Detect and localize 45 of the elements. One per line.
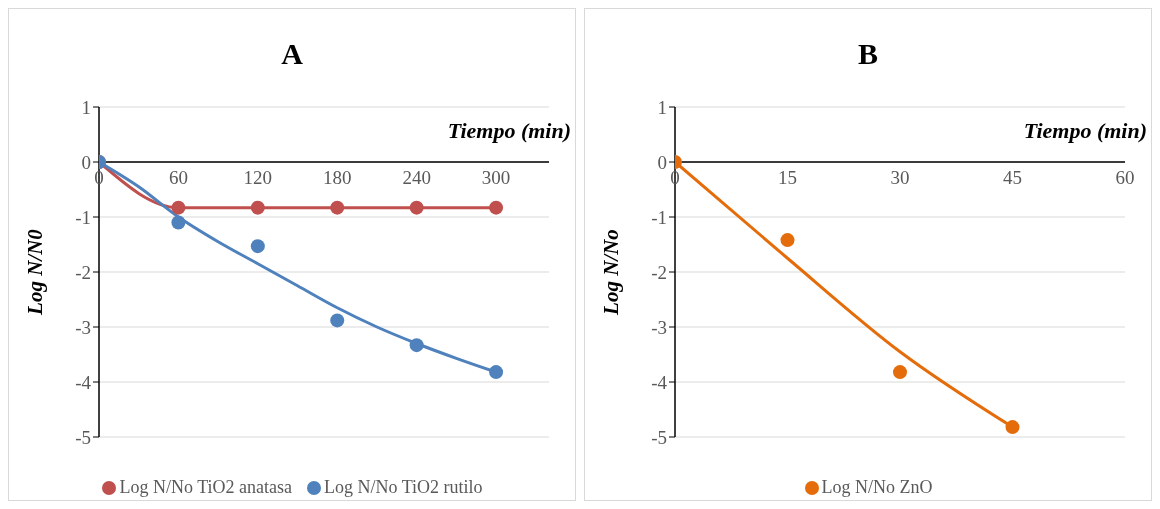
y-tick-label: -2 (651, 261, 667, 283)
y-tick-label: -4 (75, 371, 92, 393)
point (330, 200, 345, 215)
point (409, 200, 424, 215)
point (409, 338, 424, 353)
y-tick-label: 1 (657, 96, 667, 118)
y-tick-label: -4 (651, 371, 668, 393)
point (780, 233, 795, 248)
chart-title: B (857, 37, 879, 72)
x-tick-label: 60 (1115, 167, 1135, 188)
point (1005, 420, 1020, 435)
x-tick-label: 300 (481, 167, 511, 188)
point (171, 200, 186, 215)
y-tick-label: -1 (651, 206, 667, 228)
legend-label: Log N/No ZnO (821, 477, 933, 498)
x-tick-label: 15 (778, 167, 797, 188)
x-tick-label: 120 (243, 167, 273, 188)
point (250, 239, 265, 254)
y-tick-label: 0 (657, 151, 667, 173)
point (171, 215, 186, 230)
x-axis-title: Tiempo (min) (447, 117, 571, 144)
y-tick-label: -3 (75, 316, 91, 338)
y-tick-label: 1 (81, 96, 91, 118)
chart-title: A (280, 37, 304, 72)
point (489, 200, 504, 215)
point (330, 313, 345, 328)
x-axis-title: Tiempo (min) (1023, 117, 1147, 144)
y-tick-label: -5 (75, 426, 91, 448)
y-axis-title: Log N/No (599, 229, 624, 316)
y-axis-title: Log N/N0 (23, 228, 48, 316)
y-tick-label: 0 (81, 151, 91, 173)
x-tick-label: 60 (168, 167, 188, 188)
y-tick-label: -3 (651, 316, 667, 338)
x-tick-label: 45 (1003, 167, 1022, 188)
x-tick-label: 240 (402, 167, 431, 188)
y-tick-label: -5 (651, 426, 667, 448)
legend-label: Log N/No TiO2 anatasa (119, 477, 292, 498)
point (893, 365, 907, 380)
legend-label: Log N/No TiO2 rutilo (323, 477, 483, 498)
y-tick-label: -1 (75, 206, 91, 228)
point (489, 365, 504, 380)
point (250, 200, 265, 215)
x-tick-label: 30 (890, 167, 910, 188)
y-tick-label: -2 (75, 261, 91, 283)
x-tick-label: 180 (322, 167, 352, 188)
